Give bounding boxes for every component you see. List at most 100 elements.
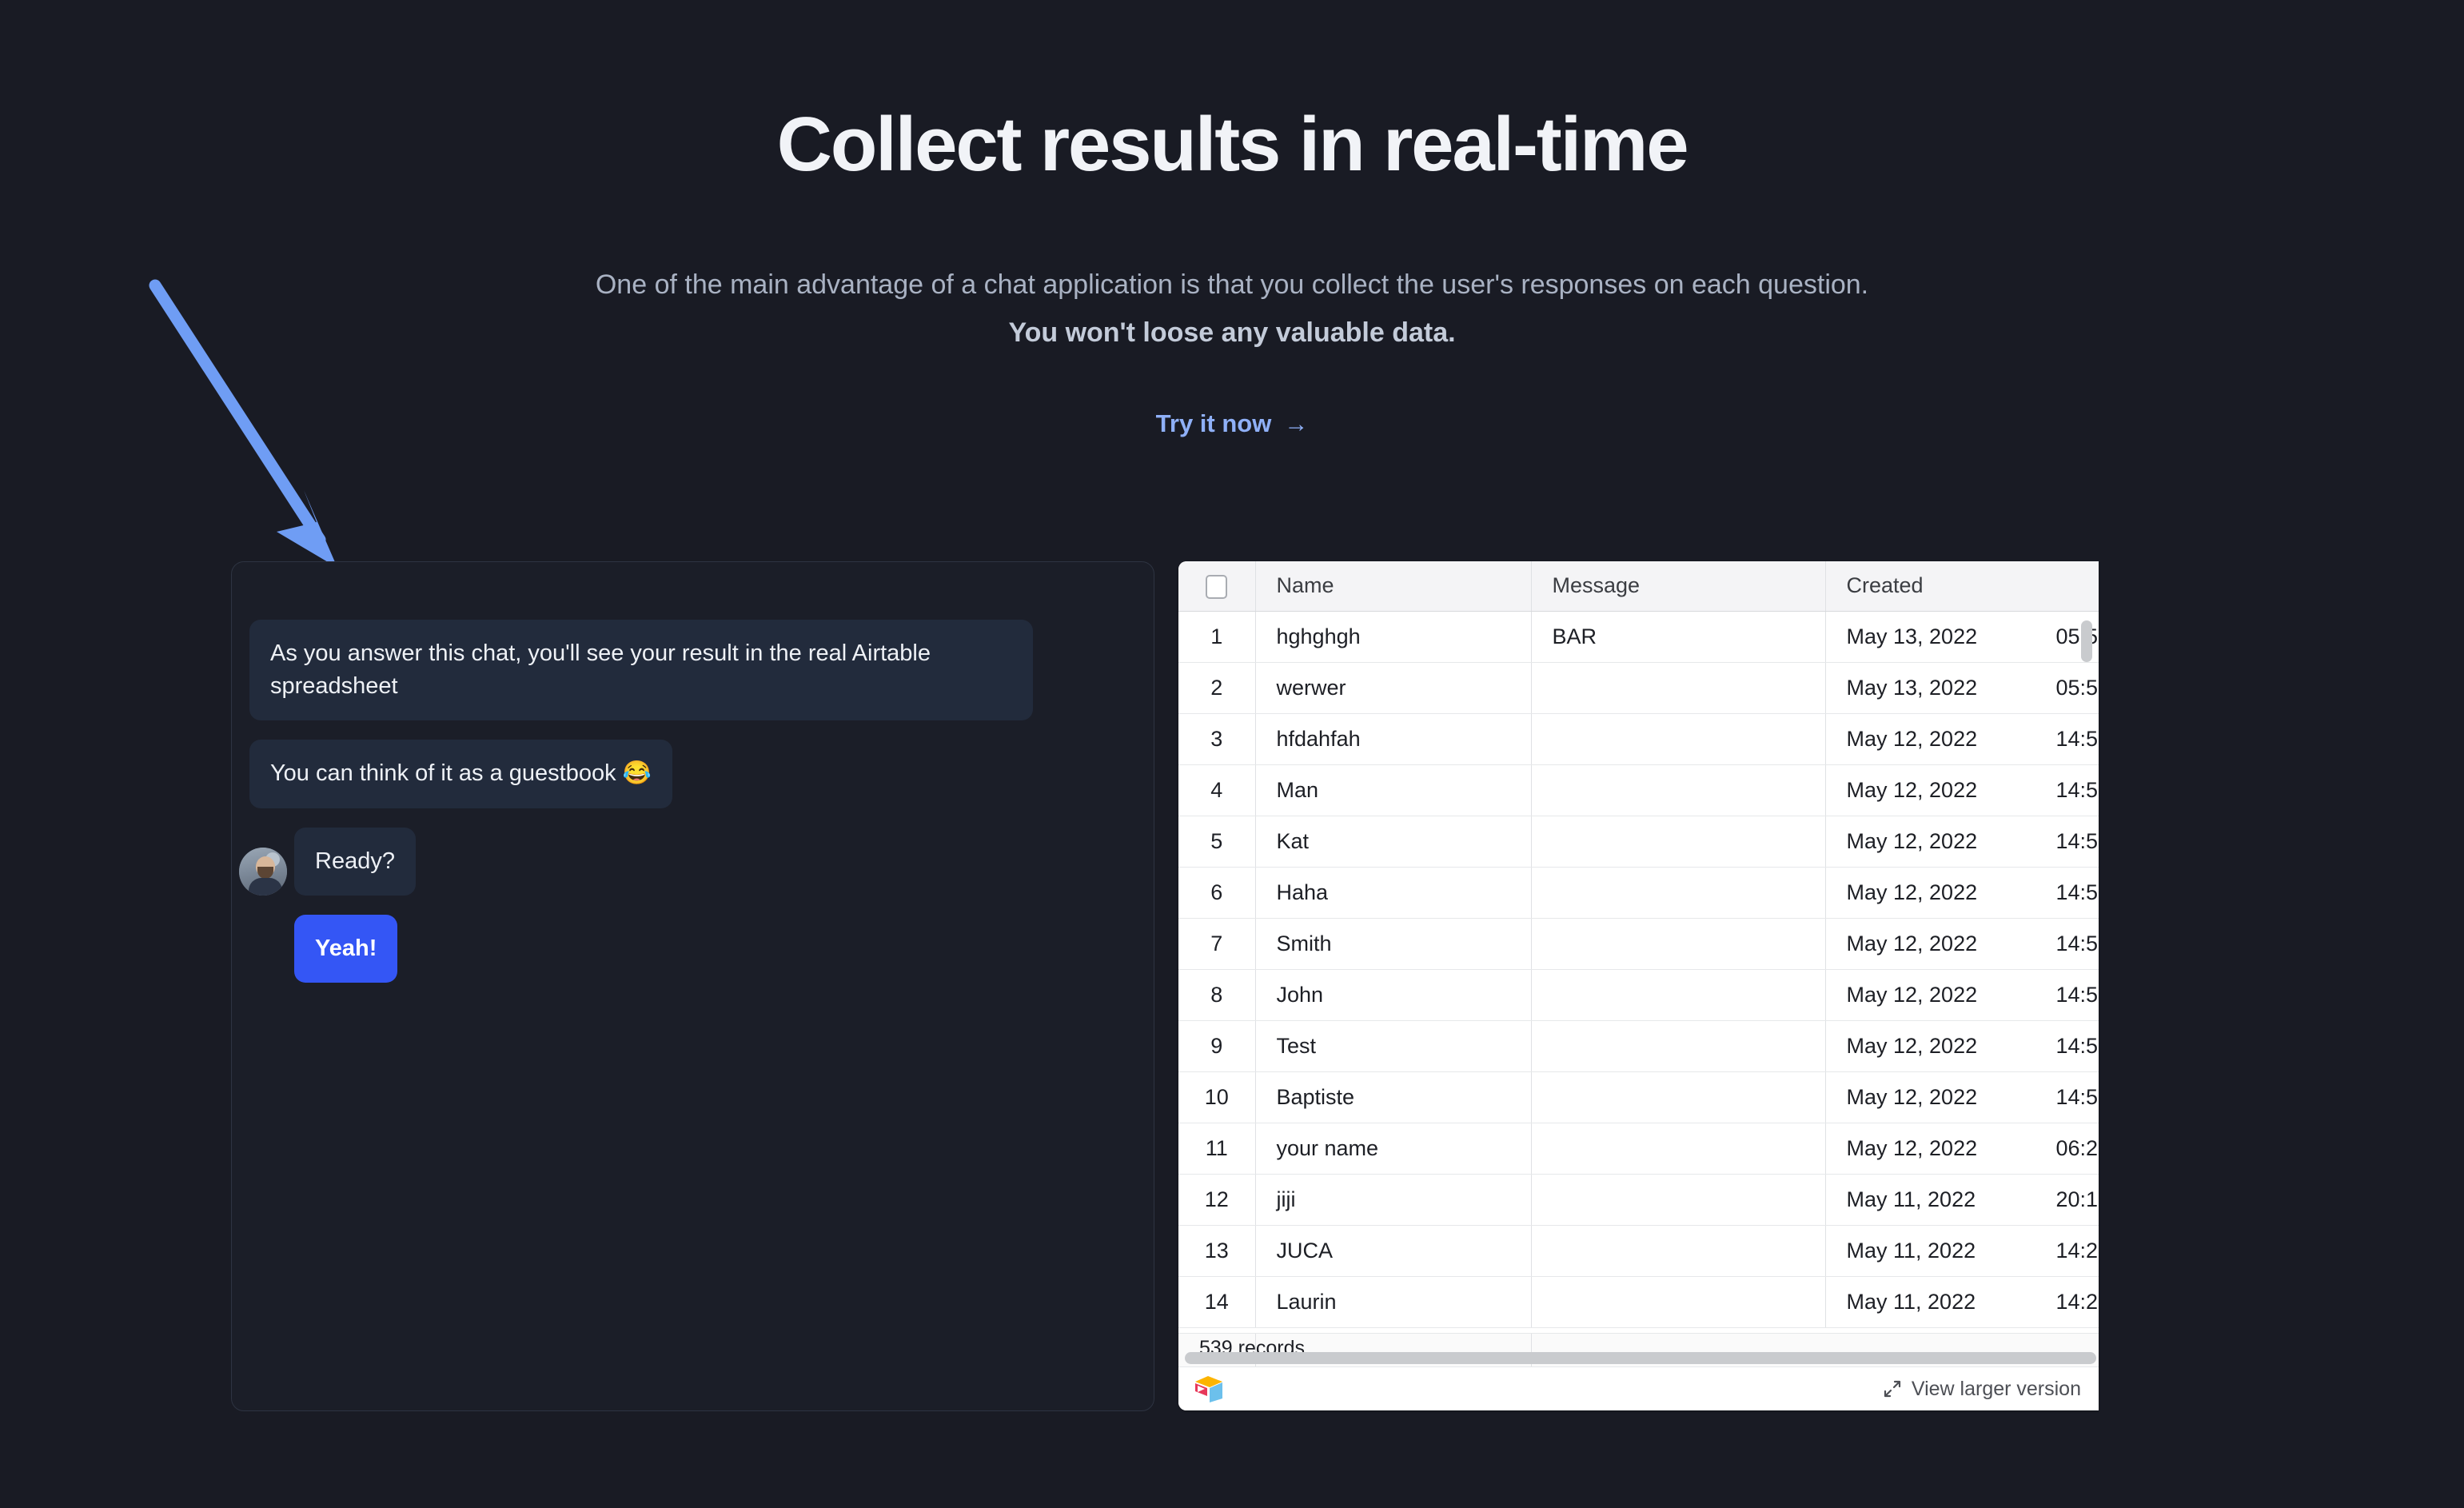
cell-name[interactable]: Kat (1255, 816, 1532, 868)
created-time: 14:5 (2055, 726, 2099, 751)
cell-created[interactable]: May 12, 2022 06:2 (1825, 1123, 2099, 1175)
cell-message[interactable]: BAR (1531, 611, 1826, 663)
column-header-message[interactable]: Message (1531, 561, 1826, 612)
view-larger-version-link[interactable]: View larger version (1883, 1378, 2081, 1401)
table-row[interactable]: 4 Man May 12, 2022 14:5 (1178, 764, 2099, 816)
table-row[interactable]: 13 JUCA May 11, 2022 14:2 (1178, 1225, 2099, 1277)
table-row[interactable]: 11 your name May 12, 2022 06:2 (1178, 1123, 2099, 1175)
cell-message[interactable] (1531, 918, 1826, 970)
horizontal-scrollbar[interactable] (1185, 1352, 2096, 1364)
column-header-select-all[interactable] (1178, 561, 1256, 612)
created-value: May 11, 2022 14:2 (1847, 1239, 2099, 1263)
cell-created[interactable]: May 13, 2022 05:5 (1825, 611, 2099, 663)
cell-message[interactable] (1531, 1020, 1826, 1072)
cell-message[interactable] (1531, 713, 1826, 765)
try-it-now-link[interactable]: Try it now → (0, 409, 2464, 438)
row-number: 14 (1178, 1276, 1256, 1328)
cell-name[interactable]: Test (1255, 1020, 1532, 1072)
table-row[interactable]: 10 Baptiste May 12, 2022 14:5 (1178, 1071, 2099, 1123)
table-row[interactable]: 12 jiji May 11, 2022 20:1 (1178, 1174, 2099, 1226)
checkbox-icon[interactable] (1206, 574, 1228, 599)
cell-name[interactable]: Man (1255, 764, 1532, 816)
cell-name[interactable]: your name (1255, 1123, 1532, 1175)
row-number: 8 (1178, 969, 1256, 1021)
cell-name[interactable]: JUCA (1255, 1225, 1532, 1277)
created-value: May 12, 2022 06:2 (1847, 1136, 2099, 1161)
chat-message-row: You can think of it as a guestbook 😂 (232, 740, 1154, 808)
table-body: 1 hghghgh BAR May 13, 2022 05:5 2 werwer May 13… (1178, 611, 2099, 1328)
records-table: Name Message Created 1 hghghgh BAR May 13, … (1178, 561, 2099, 1328)
table-row[interactable]: 14 Laurin May 11, 2022 14:2 (1178, 1276, 2099, 1328)
cell-name[interactable]: Smith (1255, 918, 1532, 970)
created-time: 14:2 (2055, 1238, 2099, 1263)
cell-created[interactable]: May 12, 2022 14:5 (1825, 969, 2099, 1021)
cell-message[interactable] (1531, 1174, 1826, 1226)
table-row[interactable]: 7 Smith May 12, 2022 14:5 (1178, 918, 2099, 970)
table-row[interactable]: 5 Kat May 12, 2022 14:5 (1178, 816, 2099, 868)
cell-created[interactable]: May 12, 2022 14:5 (1825, 713, 2099, 765)
cell-message[interactable] (1531, 662, 1826, 714)
cell-name[interactable]: werwer (1255, 662, 1532, 714)
created-value: May 12, 2022 14:5 (1847, 932, 2099, 956)
row-number: 7 (1178, 918, 1256, 970)
cell-created[interactable]: May 12, 2022 14:5 (1825, 1071, 2099, 1123)
cell-name[interactable]: jiji (1255, 1174, 1532, 1226)
column-header-name[interactable]: Name (1255, 561, 1532, 612)
cell-created[interactable]: May 12, 2022 14:5 (1825, 764, 2099, 816)
cell-message[interactable] (1531, 764, 1826, 816)
chat-preview-card: As you answer this chat, you'll see your… (231, 561, 1154, 1411)
cell-name[interactable]: Laurin (1255, 1276, 1532, 1328)
chat-bubble-user[interactable]: Yeah! (294, 914, 398, 983)
cell-created[interactable]: May 12, 2022 14:5 (1825, 816, 2099, 868)
created-date: May 12, 2022 (1846, 828, 1978, 853)
page-subtitle: One of the main advantage of a chat appl… (0, 264, 2464, 353)
cell-created[interactable]: May 12, 2022 14:5 (1825, 918, 2099, 970)
table-row[interactable]: 9 Test May 12, 2022 14:5 (1178, 1020, 2099, 1072)
cell-message[interactable] (1531, 867, 1826, 919)
created-date: May 11, 2022 (1846, 1187, 1976, 1211)
created-value: May 12, 2022 14:5 (1847, 1034, 2099, 1059)
cell-name[interactable]: Baptiste (1255, 1071, 1532, 1123)
airtable-logo-icon (1195, 1376, 1222, 1402)
cell-created[interactable]: May 12, 2022 14:5 (1825, 867, 2099, 919)
created-date: May 12, 2022 (1846, 1033, 1978, 1058)
column-header-created[interactable]: Created (1825, 561, 2099, 612)
cell-created[interactable]: May 13, 2022 05:5 (1825, 662, 2099, 714)
created-time: 06:2 (2055, 1135, 2099, 1160)
cell-message[interactable] (1531, 816, 1826, 868)
cell-created[interactable]: May 11, 2022 20:1 (1825, 1174, 2099, 1226)
airtable-grid[interactable]: Name Message Created 1 hghghgh BAR May 13, … (1178, 561, 2099, 1333)
table-row[interactable]: 3 hfdahfah May 12, 2022 14:5 (1178, 713, 2099, 765)
cell-created[interactable]: May 12, 2022 14:5 (1825, 1020, 2099, 1072)
created-time: 20:1 (2055, 1187, 2099, 1211)
cell-message[interactable] (1531, 1225, 1826, 1277)
created-time: 14:5 (2055, 1084, 2099, 1109)
chat-message-list: As you answer this chat, you'll see your… (232, 620, 1154, 1002)
vertical-scrollbar[interactable] (2081, 620, 2092, 662)
cell-message[interactable] (1531, 1276, 1826, 1328)
cell-message[interactable] (1531, 969, 1826, 1021)
created-value: May 11, 2022 20:1 (1847, 1187, 2099, 1212)
cell-message[interactable] (1531, 1071, 1826, 1123)
table-row[interactable]: 2 werwer May 13, 2022 05:5 (1178, 662, 2099, 714)
chat-bubble-bot: Ready? (294, 827, 416, 896)
row-number: 1 (1178, 611, 1256, 663)
view-larger-version-label: View larger version (1911, 1377, 2081, 1400)
cell-name[interactable]: hghghgh (1255, 611, 1532, 663)
cell-name[interactable]: hfdahfah (1255, 713, 1532, 765)
row-number: 13 (1178, 1225, 1256, 1277)
cell-name[interactable]: Haha (1255, 867, 1532, 919)
table-row[interactable]: 1 hghghgh BAR May 13, 2022 05:5 (1178, 611, 2099, 663)
cell-message[interactable] (1531, 1123, 1826, 1175)
created-date: May 11, 2022 (1846, 1238, 1976, 1263)
cell-name[interactable]: John (1255, 969, 1532, 1021)
cell-created[interactable]: May 11, 2022 14:2 (1825, 1225, 2099, 1277)
subtitle-line-1: One of the main advantage of a chat appl… (595, 269, 1869, 300)
created-time: 14:5 (2055, 931, 2099, 955)
cell-created[interactable]: May 11, 2022 14:2 (1825, 1276, 2099, 1328)
table-row[interactable]: 6 Haha May 12, 2022 14:5 (1178, 867, 2099, 919)
table-row[interactable]: 8 John May 12, 2022 14:5 (1178, 969, 2099, 1021)
expand-icon (1884, 1380, 1900, 1398)
created-date: May 13, 2022 (1846, 675, 1978, 700)
created-date: May 12, 2022 (1846, 931, 1978, 955)
